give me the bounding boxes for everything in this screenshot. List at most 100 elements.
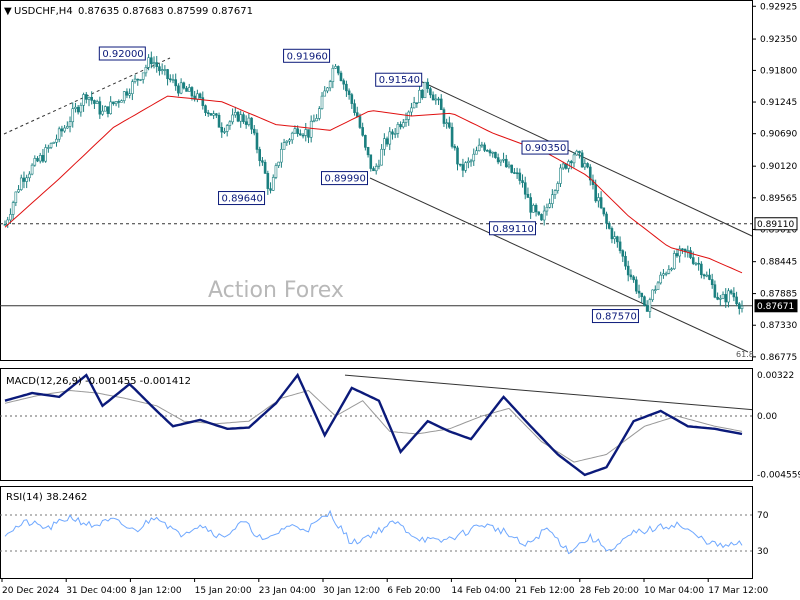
candle-body bbox=[345, 83, 348, 92]
candle-body bbox=[318, 108, 321, 119]
candle-body bbox=[480, 144, 484, 147]
symbol-label: USDCHF,H4 bbox=[14, 6, 73, 17]
price-annotation-box bbox=[521, 140, 569, 155]
candle-body bbox=[171, 79, 175, 81]
candle-body bbox=[605, 213, 608, 224]
channel-lower-line bbox=[369, 177, 749, 353]
price-axis-label: 0.91245 bbox=[760, 98, 797, 108]
candle-body bbox=[9, 214, 12, 221]
candle-body bbox=[496, 157, 500, 163]
candle-body bbox=[472, 153, 476, 162]
candle-body bbox=[483, 144, 486, 151]
candle-body bbox=[269, 188, 272, 191]
candle-body bbox=[206, 112, 210, 114]
candle-body bbox=[133, 78, 137, 82]
candle-body bbox=[128, 93, 131, 96]
candle-body bbox=[252, 128, 256, 134]
x-axis-label: 20 Dec 2024 bbox=[2, 586, 60, 596]
candle-body bbox=[426, 81, 429, 89]
candle-body bbox=[580, 152, 584, 168]
candle-body bbox=[697, 262, 700, 265]
x-axis-label: 31 Dec 04:00 bbox=[66, 586, 127, 596]
x-axis-label: 15 Jan 20:00 bbox=[195, 586, 252, 596]
candle-body bbox=[242, 114, 245, 122]
candle-body bbox=[190, 87, 194, 97]
candle-body bbox=[301, 134, 305, 137]
candle-body bbox=[737, 303, 741, 309]
candle-body bbox=[55, 138, 58, 143]
x-axis-label: 10 Mar 04:00 bbox=[644, 586, 704, 596]
fib-label: 61.8 bbox=[736, 350, 754, 359]
candle-body bbox=[675, 253, 679, 257]
candle-body bbox=[635, 279, 638, 292]
candle-body bbox=[355, 112, 359, 117]
candle-body bbox=[662, 273, 665, 276]
candle-body bbox=[66, 126, 69, 129]
candle-body bbox=[193, 95, 196, 100]
candle-body bbox=[250, 117, 253, 130]
candle-body bbox=[648, 299, 652, 312]
macd-line bbox=[4, 372, 743, 477]
candle-body bbox=[336, 66, 340, 74]
candle-body bbox=[285, 140, 289, 143]
candle-body bbox=[431, 94, 435, 101]
macd-layer bbox=[0, 372, 753, 477]
candle-body bbox=[282, 142, 286, 150]
candle-body bbox=[288, 139, 291, 142]
candle-body bbox=[331, 67, 335, 82]
price-annotation-label: 0.87570 bbox=[595, 312, 636, 323]
candle-body bbox=[277, 161, 280, 166]
candle-body bbox=[17, 189, 20, 193]
x-axis-label: 6 Feb 20:00 bbox=[387, 586, 441, 596]
candle-body bbox=[196, 93, 199, 100]
candle-body bbox=[689, 250, 692, 258]
price-axis-label: 0.89565 bbox=[760, 194, 797, 204]
price-layer: 0.92000 0.91960 0.91540 0.90350 0.89640 0.899… bbox=[0, 46, 753, 353]
candle-body bbox=[583, 163, 587, 168]
candle-body bbox=[106, 106, 110, 114]
candle-body bbox=[228, 121, 232, 126]
candle-body bbox=[90, 96, 94, 101]
price-level-label: 0.89110 bbox=[757, 220, 794, 230]
candle-body bbox=[364, 135, 367, 148]
candle-body bbox=[610, 228, 614, 240]
candle-body bbox=[353, 103, 356, 113]
candle-body bbox=[71, 108, 75, 123]
candle-body bbox=[117, 101, 121, 103]
x-axis-label: 21 Feb 12:00 bbox=[516, 586, 575, 596]
candle-body bbox=[60, 128, 64, 132]
candle-body bbox=[629, 274, 633, 278]
price-annotation-box bbox=[98, 46, 146, 61]
candle-body bbox=[57, 128, 61, 140]
candle-body bbox=[434, 98, 438, 101]
candle-body bbox=[258, 149, 261, 161]
candle-body bbox=[626, 265, 630, 276]
candle-body bbox=[569, 161, 573, 164]
candle-body bbox=[475, 150, 478, 155]
candle-body bbox=[486, 150, 489, 152]
candle-body bbox=[179, 82, 183, 94]
price-annotation-box bbox=[591, 309, 639, 324]
rsi-title: RSI(14) 38.2462 bbox=[6, 492, 87, 503]
candle-body bbox=[640, 292, 644, 298]
candle-body bbox=[84, 94, 88, 100]
candle-body bbox=[155, 62, 159, 67]
price-level-label: 0.87671 bbox=[757, 302, 794, 312]
candle-body bbox=[299, 133, 302, 136]
candle-body bbox=[220, 127, 224, 133]
candle-body bbox=[618, 241, 622, 251]
candle-body bbox=[491, 151, 495, 154]
candle-body bbox=[713, 284, 717, 298]
moving-average-line bbox=[4, 95, 743, 274]
candle-body bbox=[307, 129, 310, 138]
candle-body bbox=[263, 161, 267, 174]
candle-body bbox=[374, 166, 378, 172]
candle-body bbox=[79, 105, 83, 113]
candle-body bbox=[87, 96, 91, 100]
candle-body bbox=[518, 172, 522, 181]
header-triangle: ▼ bbox=[4, 6, 12, 17]
candle-body bbox=[320, 95, 324, 109]
candle-body bbox=[36, 158, 39, 162]
candle-body bbox=[702, 274, 706, 277]
